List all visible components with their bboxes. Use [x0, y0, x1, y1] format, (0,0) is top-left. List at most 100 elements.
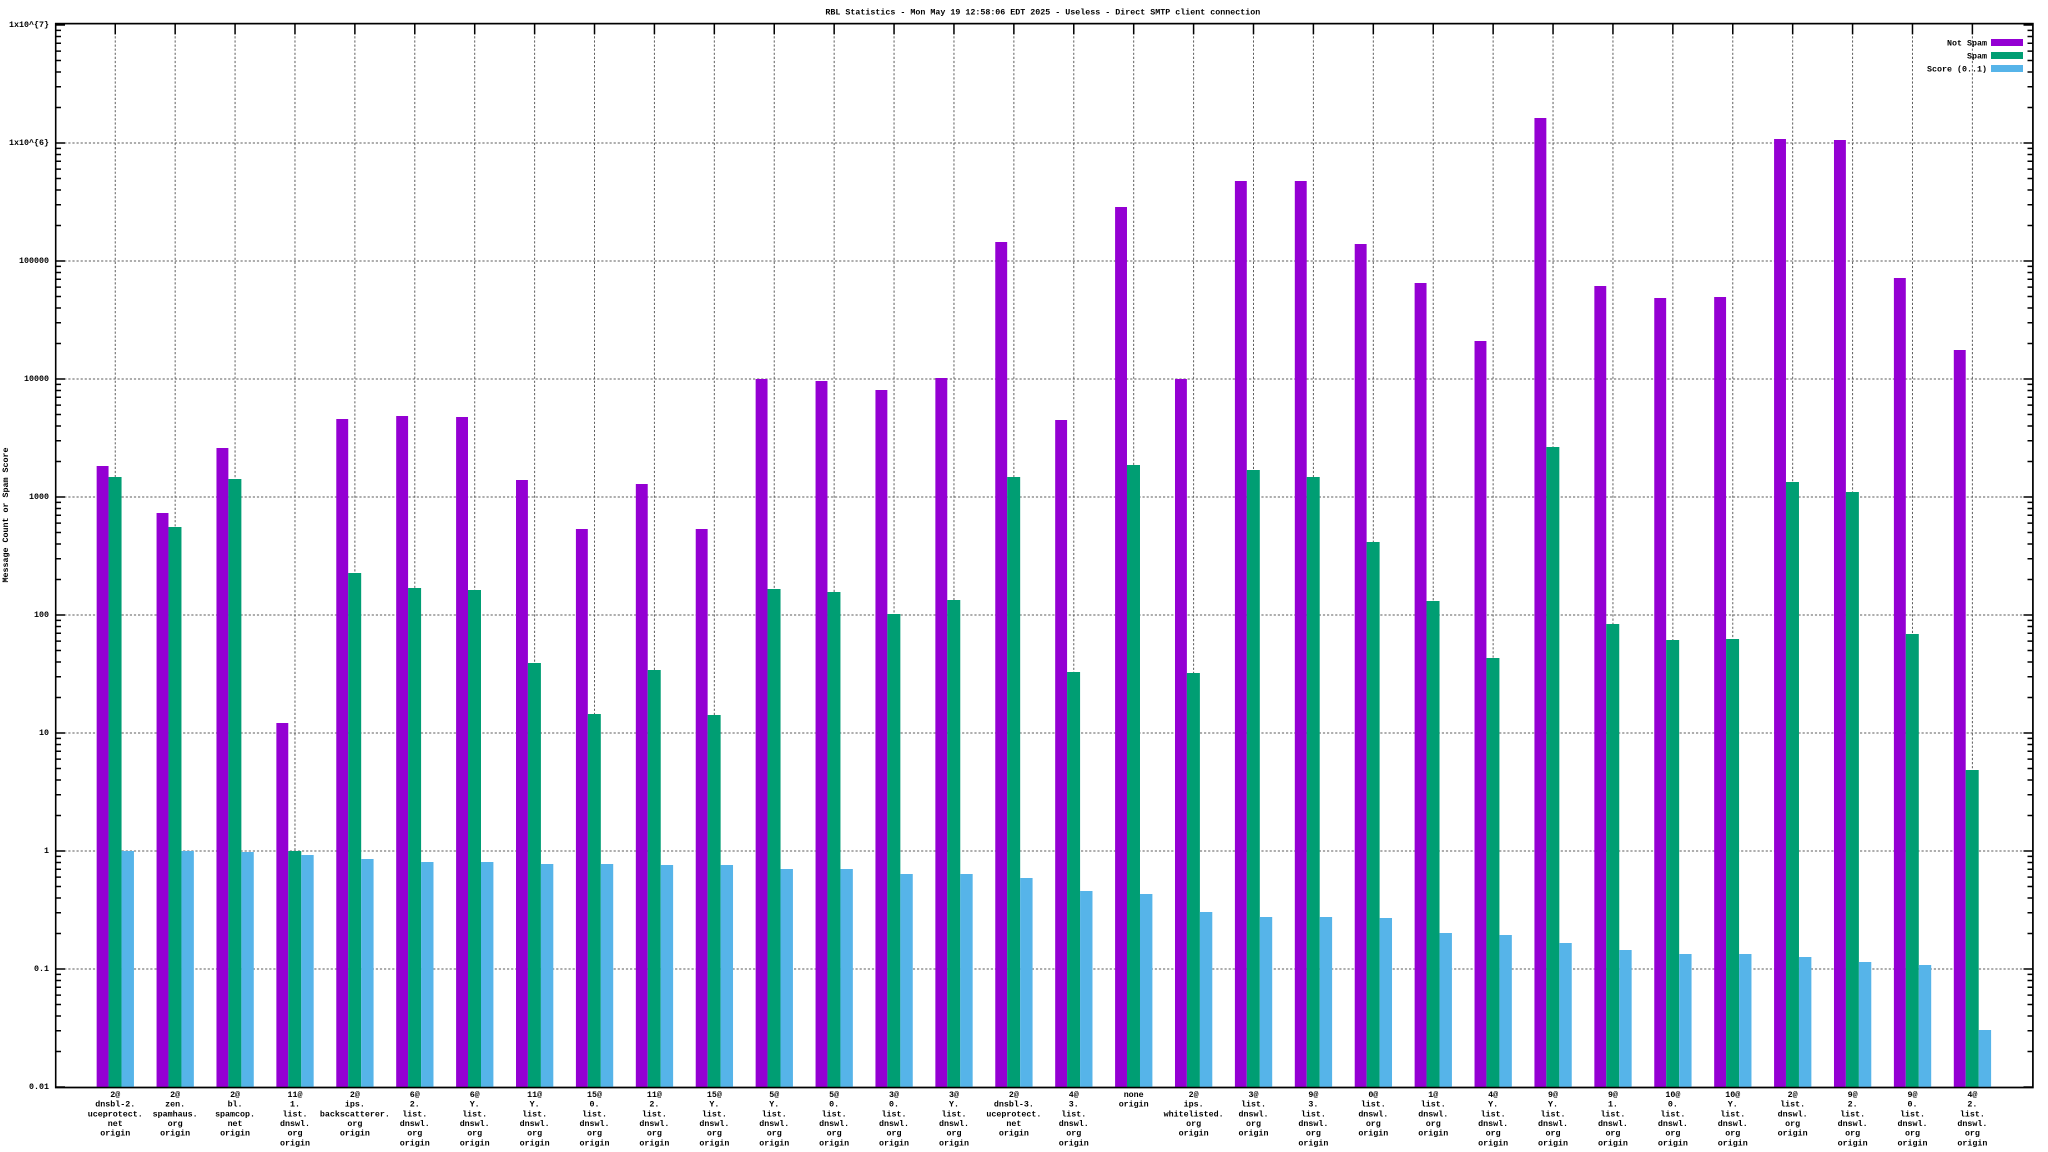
svg-text:dnswl.: dnswl. [1418, 1109, 1448, 1119]
svg-text:org: org [887, 1129, 902, 1139]
svg-text:org: org [347, 1119, 362, 1129]
svg-text:10000: 10000 [24, 374, 49, 384]
svg-text:origin: origin [100, 1129, 130, 1139]
svg-text:dnswl.: dnswl. [1957, 1119, 1987, 1129]
svg-text:dnsbl-2.: dnsbl-2. [95, 1100, 135, 1110]
svg-text:1@: 1@ [1428, 1090, 1438, 1100]
svg-text:net: net [1006, 1119, 1021, 1129]
svg-text:9@: 9@ [1548, 1090, 1558, 1100]
svg-text:dnswl.: dnswl. [400, 1119, 430, 1129]
svg-text:Y.: Y. [1548, 1100, 1558, 1110]
svg-text:origin: origin [1418, 1129, 1448, 1139]
svg-text:dnswl.: dnswl. [1538, 1119, 1568, 1129]
svg-text:uceprotect.: uceprotect. [986, 1109, 1041, 1119]
svg-text:RBL Statistics - Mon May 19 12: RBL Statistics - Mon May 19 12:58:06 EDT… [825, 8, 1260, 18]
svg-text:Y.: Y. [470, 1100, 480, 1110]
svg-text:2@: 2@ [230, 1090, 240, 1100]
svg-text:org: org [1306, 1129, 1321, 1139]
svg-text:dnswl.: dnswl. [1239, 1109, 1269, 1119]
svg-text:1x10^{6}: 1x10^{6} [9, 138, 49, 148]
svg-text:5@: 5@ [769, 1090, 779, 1100]
svg-text:list.: list. [642, 1109, 667, 1119]
svg-text:org: org [287, 1129, 302, 1139]
svg-text:origin: origin [1478, 1138, 1508, 1148]
svg-text:origin: origin [1119, 1100, 1149, 1110]
svg-text:list.: list. [1900, 1109, 1925, 1119]
svg-text:org: org [1546, 1129, 1561, 1139]
svg-text:list.: list. [1600, 1109, 1625, 1119]
svg-text:10: 10 [39, 728, 49, 738]
svg-text:origin: origin [580, 1138, 610, 1148]
svg-text:3@: 3@ [1249, 1090, 1259, 1100]
svg-text:dnswl.: dnswl. [699, 1119, 729, 1129]
svg-text:Y.: Y. [949, 1100, 959, 1110]
svg-text:bl.: bl. [228, 1100, 243, 1110]
svg-text:15@: 15@ [587, 1090, 602, 1100]
svg-text:origin: origin [939, 1138, 969, 1148]
svg-text:list.: list. [1780, 1100, 1805, 1110]
svg-text:dnswl.: dnswl. [1358, 1109, 1388, 1119]
svg-text:net: net [228, 1119, 243, 1129]
svg-text:org: org [827, 1129, 842, 1139]
svg-text:list.: list. [702, 1109, 727, 1119]
svg-text:0.: 0. [829, 1100, 839, 1110]
svg-text:origin: origin [340, 1129, 370, 1139]
svg-text:org: org [1486, 1129, 1501, 1139]
svg-text:origin: origin [220, 1129, 250, 1139]
svg-text:origin: origin [639, 1138, 669, 1148]
svg-text:origin: origin [1298, 1138, 1328, 1148]
svg-text:3.: 3. [1069, 1100, 1079, 1110]
svg-text:origin: origin [1957, 1138, 1987, 1148]
svg-text:org: org [1725, 1129, 1740, 1139]
svg-text:9@: 9@ [1907, 1090, 1917, 1100]
svg-text:3.: 3. [1308, 1100, 1318, 1110]
svg-text:org: org [1366, 1119, 1381, 1129]
svg-text:origin: origin [999, 1129, 1029, 1139]
svg-text:dnswl.: dnswl. [1298, 1119, 1328, 1129]
svg-text:origin: origin [160, 1129, 190, 1139]
svg-text:0.01: 0.01 [29, 1082, 49, 1092]
svg-text:0@: 0@ [1368, 1090, 1378, 1100]
svg-text:1: 1 [44, 846, 49, 856]
svg-text:Y.: Y. [1728, 1100, 1738, 1110]
svg-text:15@: 15@ [707, 1090, 722, 1100]
svg-text:origin: origin [1358, 1129, 1388, 1139]
svg-text:list.: list. [522, 1109, 547, 1119]
svg-text:org: org [946, 1129, 961, 1139]
svg-text:list.: list. [402, 1109, 427, 1119]
svg-text:origin: origin [1718, 1138, 1748, 1148]
svg-text:2.: 2. [649, 1100, 659, 1110]
svg-text:10@: 10@ [1725, 1090, 1740, 1100]
svg-text:list.: list. [1301, 1109, 1326, 1119]
svg-text:6@: 6@ [470, 1090, 480, 1100]
svg-text:0.: 0. [1668, 1100, 1678, 1110]
svg-text:11@: 11@ [647, 1090, 662, 1100]
svg-text:Y.: Y. [709, 1100, 719, 1110]
svg-text:origin: origin [879, 1138, 909, 1148]
svg-text:dnswl.: dnswl. [520, 1119, 550, 1129]
svg-text:dnswl.: dnswl. [1778, 1109, 1808, 1119]
svg-text:org: org [1965, 1129, 1980, 1139]
svg-text:origin: origin [1538, 1138, 1568, 1148]
svg-text:100: 100 [34, 610, 49, 620]
svg-text:dnswl.: dnswl. [759, 1119, 789, 1129]
svg-text:Y.: Y. [769, 1100, 779, 1110]
svg-text:dnswl.: dnswl. [280, 1119, 310, 1129]
svg-text:dnswl.: dnswl. [1838, 1119, 1868, 1129]
svg-text:dnswl.: dnswl. [1059, 1119, 1089, 1129]
svg-text:list.: list. [941, 1109, 966, 1119]
svg-text:whitelisted.: whitelisted. [1164, 1109, 1224, 1119]
svg-text:100000: 100000 [19, 256, 49, 266]
svg-text:origin: origin [1239, 1129, 1269, 1139]
svg-text:origin: origin [1658, 1138, 1688, 1148]
svg-text:2@: 2@ [1189, 1090, 1199, 1100]
svg-text:org: org [707, 1129, 722, 1139]
svg-text:org: org [527, 1129, 542, 1139]
svg-text:0.: 0. [1907, 1100, 1917, 1110]
svg-text:0.: 0. [590, 1100, 600, 1110]
svg-text:Y.: Y. [530, 1100, 540, 1110]
svg-text:dnswl.: dnswl. [1718, 1119, 1748, 1129]
svg-text:2.: 2. [1967, 1100, 1977, 1110]
svg-text:org: org [1186, 1119, 1201, 1129]
svg-text:Not Spam: Not Spam [1947, 39, 1987, 49]
